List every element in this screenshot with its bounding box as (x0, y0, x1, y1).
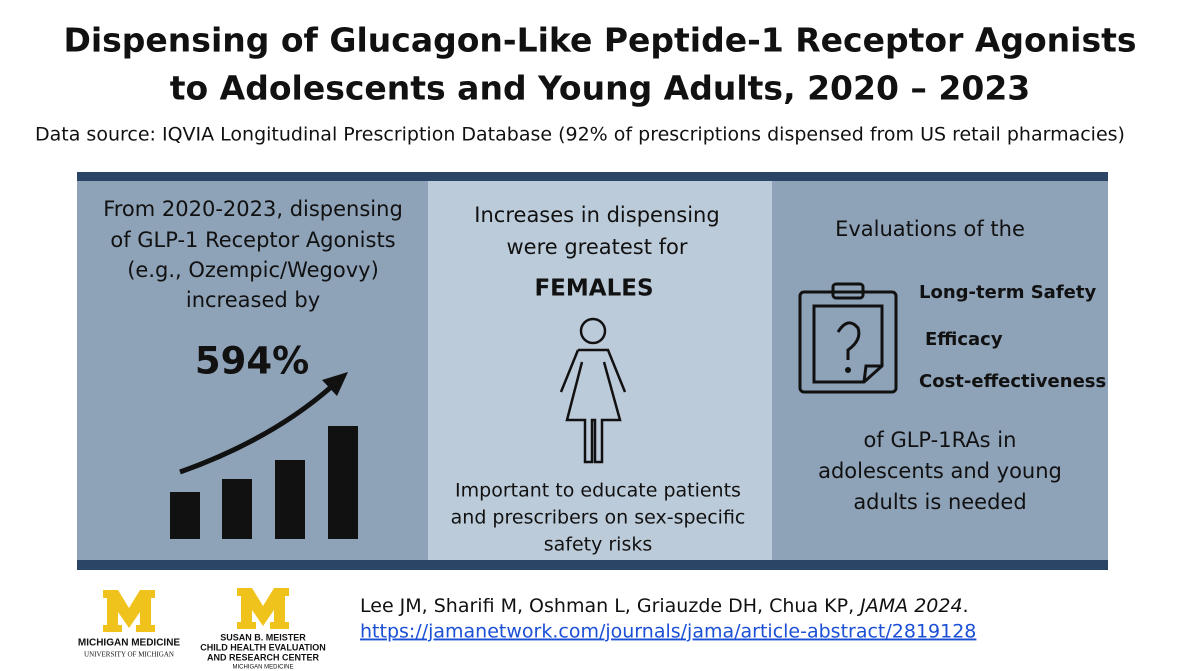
panel (77, 172, 428, 570)
panel-text: and prescribers on sex-specific (451, 507, 746, 529)
logo-text: MICHIGAN MEDICINE (232, 665, 293, 671)
panel-text: of GLP-1RAs in (864, 428, 1017, 452)
citation-end: . (963, 595, 969, 617)
logo-text: SUSAN B. MEISTER (220, 632, 306, 642)
panel-text: Important to educate patients (455, 480, 741, 502)
list-item: Efficacy (925, 329, 1003, 350)
border (77, 172, 1108, 181)
person-icon (559, 317, 627, 464)
panel-text: safety risks (544, 534, 653, 556)
panel-text: (e.g., Ozempic/Wegovy) (127, 258, 379, 282)
title: Dispensing of Glucagon-Like Peptide-1 Re… (63, 21, 1136, 60)
list-item: Cost-effectiveness (919, 371, 1106, 392)
logo-mark (237, 588, 289, 629)
logo-text: AND RESEARCH CENTER (207, 652, 320, 662)
panel-text: were greatest for (506, 235, 687, 259)
logo-text: UNIVERSITY OF MICHIGAN (84, 651, 174, 659)
border (77, 560, 1108, 570)
subtitle: Data source: IQVIA Longitudinal Prescrip… (35, 124, 1125, 146)
panel-text: adults is needed (853, 490, 1026, 514)
logo-text: CHILD HEALTH EVALUATION (200, 642, 326, 652)
panel-text: adolescents and young (818, 459, 1062, 483)
emphasis: FEMALES (534, 276, 653, 302)
panel-text: of GLP-1 Receptor Agonists (110, 228, 395, 252)
panel-text: From 2020-2023, dispensing (103, 197, 403, 221)
logo-text: MICHIGAN MEDICINE (78, 638, 181, 649)
clipboard-icon (798, 282, 898, 394)
article-link[interactable]: https://jamanetwork.com/journals/jama/ar… (360, 621, 976, 643)
citation: Lee JM, Sharifi M, Oshman L, Griauzde DH… (360, 595, 969, 617)
panel-text: increased by (186, 288, 320, 312)
citation-journal: JAMA 2024 (856, 595, 962, 617)
title: to Adolescents and Young Adults, 2020 – … (170, 69, 1031, 108)
stat: 594% (195, 340, 309, 383)
bar-icon (170, 372, 358, 539)
panel (772, 172, 1108, 570)
logo-mark (103, 590, 155, 632)
list-item: Long-term Safety (919, 282, 1096, 303)
panel (428, 172, 772, 570)
panel-text: Increases in dispensing (474, 203, 719, 227)
citation-authors: Lee JM, Sharifi M, Oshman L, Griauzde DH… (360, 595, 860, 617)
panel-text: Evaluations of the (835, 217, 1025, 241)
